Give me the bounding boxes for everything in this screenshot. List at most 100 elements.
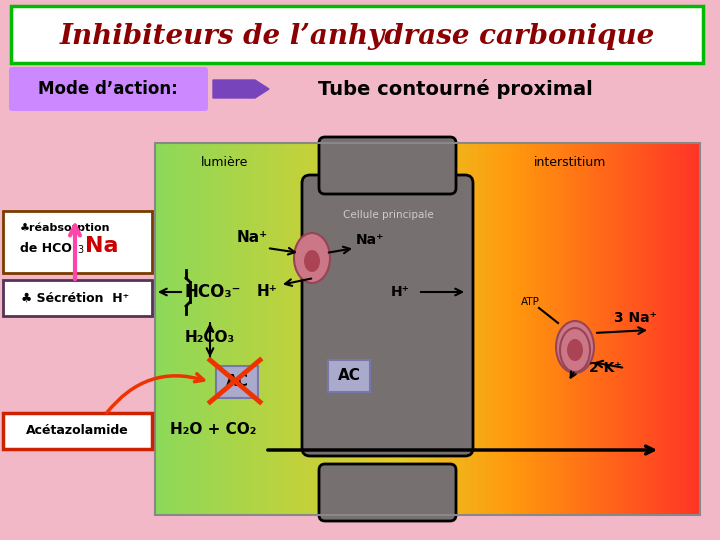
Bar: [616, 143, 618, 515]
Bar: [264, 143, 267, 515]
Bar: [536, 143, 540, 515]
Bar: [556, 143, 559, 515]
Bar: [512, 143, 516, 515]
Bar: [392, 143, 395, 515]
Bar: [185, 143, 188, 515]
Bar: [689, 143, 693, 515]
Bar: [422, 143, 426, 515]
Text: AC: AC: [225, 375, 248, 389]
Bar: [158, 143, 161, 515]
Bar: [528, 143, 531, 515]
Bar: [387, 143, 390, 515]
Bar: [697, 143, 701, 515]
Bar: [629, 143, 632, 515]
Bar: [179, 143, 183, 515]
Bar: [480, 143, 482, 515]
Bar: [338, 143, 341, 515]
Bar: [228, 143, 232, 515]
Bar: [362, 143, 365, 515]
Bar: [343, 143, 346, 515]
Bar: [567, 143, 570, 515]
Text: H₂O + CO₂: H₂O + CO₂: [170, 422, 256, 437]
Bar: [240, 143, 243, 515]
Bar: [507, 143, 510, 515]
Bar: [460, 143, 464, 515]
Bar: [356, 143, 360, 515]
Bar: [397, 143, 401, 515]
Bar: [341, 143, 343, 515]
Bar: [414, 143, 417, 515]
Bar: [251, 143, 253, 515]
Bar: [242, 143, 246, 515]
Bar: [351, 143, 354, 515]
Bar: [223, 143, 226, 515]
Bar: [659, 143, 662, 515]
Bar: [542, 143, 545, 515]
Bar: [449, 143, 453, 515]
Bar: [329, 143, 333, 515]
Ellipse shape: [304, 250, 320, 272]
Bar: [367, 143, 371, 515]
Bar: [359, 143, 363, 515]
Bar: [580, 143, 583, 515]
Bar: [226, 143, 229, 515]
Bar: [395, 143, 398, 515]
Text: ♣réabsorption: ♣réabsorption: [20, 222, 110, 233]
Bar: [444, 143, 447, 515]
Bar: [498, 143, 502, 515]
Bar: [346, 143, 349, 515]
Bar: [634, 143, 638, 515]
Bar: [654, 143, 657, 515]
Bar: [681, 143, 684, 515]
Text: Tube contourné proximal: Tube contourné proximal: [318, 79, 593, 99]
Bar: [400, 143, 403, 515]
Bar: [286, 143, 289, 515]
Text: Cellule principale: Cellule principale: [343, 210, 433, 220]
Bar: [651, 143, 654, 515]
Bar: [261, 143, 264, 515]
Bar: [168, 143, 172, 515]
Bar: [196, 143, 199, 515]
Bar: [381, 143, 384, 515]
FancyBboxPatch shape: [302, 175, 473, 456]
Bar: [692, 143, 695, 515]
Bar: [190, 143, 194, 515]
Bar: [471, 143, 474, 515]
Bar: [469, 143, 472, 515]
Bar: [547, 143, 551, 515]
FancyBboxPatch shape: [319, 137, 456, 194]
Bar: [602, 143, 605, 515]
Bar: [171, 143, 174, 515]
Text: Na: Na: [85, 236, 119, 256]
Text: lumière: lumière: [202, 156, 248, 168]
Bar: [572, 143, 575, 515]
Bar: [278, 143, 281, 515]
Bar: [332, 143, 336, 515]
Bar: [305, 143, 308, 515]
Text: ♣ Sécrétion  H⁺: ♣ Sécrétion H⁺: [21, 292, 129, 305]
Bar: [428, 143, 431, 515]
Bar: [678, 143, 681, 515]
Bar: [662, 143, 665, 515]
Bar: [599, 143, 603, 515]
Bar: [433, 143, 436, 515]
Bar: [177, 143, 180, 515]
Bar: [215, 143, 218, 515]
Bar: [316, 143, 319, 515]
Bar: [292, 143, 294, 515]
Bar: [234, 143, 238, 515]
Bar: [275, 143, 278, 515]
Bar: [558, 143, 562, 515]
Bar: [643, 143, 646, 515]
Bar: [477, 143, 480, 515]
Bar: [210, 143, 212, 515]
FancyBboxPatch shape: [9, 67, 208, 111]
Bar: [520, 143, 523, 515]
Bar: [504, 143, 507, 515]
Bar: [667, 143, 670, 515]
Bar: [212, 143, 215, 515]
Bar: [553, 143, 556, 515]
Bar: [163, 143, 166, 515]
Bar: [618, 143, 621, 515]
Bar: [624, 143, 627, 515]
